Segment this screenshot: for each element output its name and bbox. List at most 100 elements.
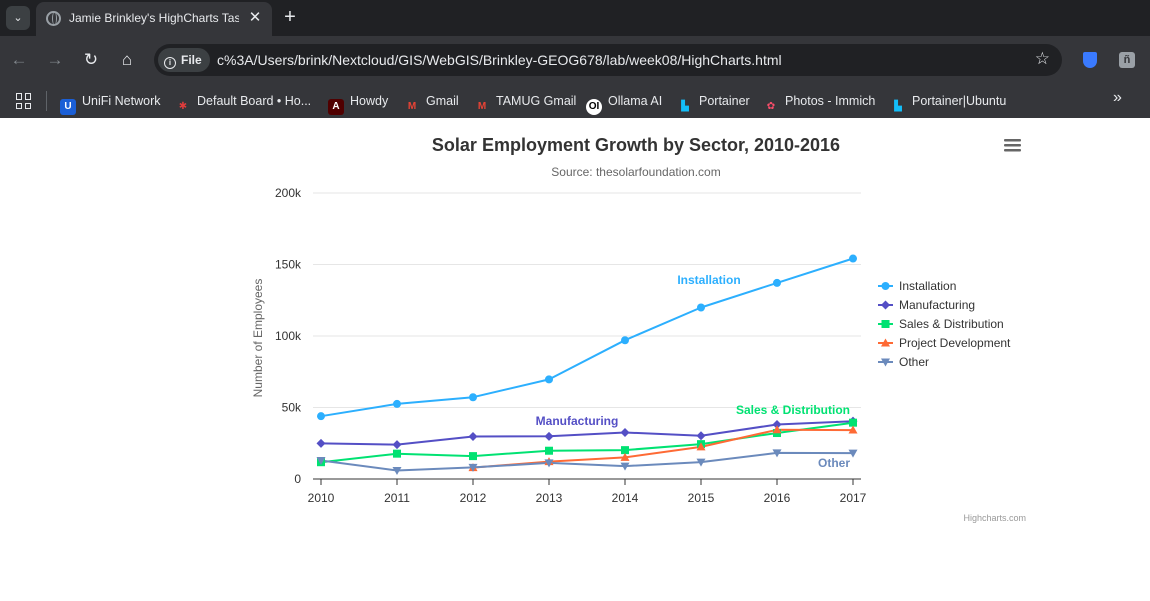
tab-search-button[interactable]: ⌄ [6, 6, 30, 30]
site-info-chip[interactable]: i File [158, 48, 210, 72]
data-point [316, 457, 326, 466]
y-tick-label: 100k [275, 329, 302, 343]
bookmark-item[interactable]: ✱ Default Board • Ho... [175, 90, 311, 112]
y-tick-label: 50k [282, 401, 302, 415]
data-point [773, 278, 781, 287]
series-lines [320, 257, 854, 472]
ollama-icon: OI [586, 99, 602, 115]
legend-label: Project Development [899, 336, 1011, 350]
legend-item[interactable]: Manufacturing [878, 298, 975, 312]
bookmark-label: TAMUG Gmail [496, 94, 577, 108]
data-point [392, 466, 402, 475]
forward-button[interactable]: → [46, 50, 64, 69]
home-button[interactable]: ⌂ [121, 50, 133, 69]
y-tick-label: 0 [294, 472, 301, 486]
bookmark-item[interactable]: ▙ Portainer|Ubuntu [890, 90, 1006, 112]
x-tick-label: 2012 [460, 491, 487, 505]
active-tab[interactable]: Jamie Brinkley's HighCharts Tas ✕ [36, 2, 272, 36]
tab-title: Jamie Brinkley's HighCharts Tas [69, 11, 239, 25]
x-tick-label: 2013 [536, 491, 563, 505]
close-icon[interactable]: ✕ [248, 9, 262, 26]
data-point [468, 431, 478, 441]
url-scheme: File [181, 53, 202, 67]
x-tick-label: 2017 [840, 491, 867, 505]
bookmarks-bar: U UniFi Network ✱ Default Board • Ho... A How… [0, 84, 1150, 118]
legend-label: Installation [899, 279, 956, 293]
series-line [320, 421, 854, 464]
series-markers [316, 254, 858, 475]
x-tick-label: 2015 [688, 491, 715, 505]
bitwarden-extension-icon[interactable] [1083, 52, 1097, 68]
new-tab-button[interactable]: + [284, 6, 296, 28]
tab-strip: ⌄ Jamie Brinkley's HighCharts Tas ✕ + [0, 0, 1150, 36]
bookmark-label: Gmail [426, 94, 459, 108]
x-tick-label: 2010 [308, 491, 335, 505]
hamburger-menu-icon[interactable] [1004, 139, 1021, 152]
x-tick-label: 2016 [764, 491, 791, 505]
reload-button[interactable]: ↻ [83, 50, 99, 69]
data-point [848, 425, 858, 434]
unifi-icon: U [60, 99, 76, 115]
url-text[interactable]: c%3A/Users/brink/Nextcloud/GIS/WebGIS/Br… [217, 52, 782, 68]
series-annotation: Other [818, 456, 850, 470]
bookmark-item[interactable]: A Howdy [328, 90, 388, 115]
data-point [317, 412, 325, 421]
legend-item[interactable]: Sales & Distribution [878, 317, 1004, 331]
data-point [620, 452, 630, 461]
bookmark-item[interactable]: OI Ollama AI [586, 90, 663, 115]
data-point [696, 458, 706, 467]
bookmark-label: Portainer [699, 94, 750, 108]
apps-grid-icon[interactable] [16, 93, 32, 109]
data-point [772, 449, 782, 458]
more-bookmarks-icon[interactable]: » [1113, 89, 1122, 106]
line-chart: Solar Employment Growth by Sector, 2010-… [251, 135, 1026, 523]
y-tick-label: 200k [275, 186, 302, 200]
legend-label: Manufacturing [899, 298, 975, 312]
portainer-icon: ▙ [681, 101, 689, 112]
legend-symbol [881, 282, 890, 290]
legend-item[interactable]: Project Development [878, 336, 1011, 350]
legend-symbol [881, 338, 890, 347]
bookmark-label: Portainer|Ubuntu [912, 94, 1007, 108]
chart-subtitle: Source: thesolarfoundation.com [551, 165, 720, 179]
y-axis-label: Number of Employees [251, 279, 265, 398]
bookmark-item[interactable]: M TAMUG Gmail [474, 90, 577, 112]
legend-item[interactable]: Other [878, 355, 929, 369]
credits-link[interactable]: Highcharts.com [963, 513, 1026, 523]
browser-toolbar: ← → ↻ ⌂ i File c%3A/Users/brink/Nextcloud… [0, 36, 1150, 84]
bookmarks-divider [46, 91, 47, 111]
address-bar[interactable]: i File c%3A/Users/brink/Nextcloud/GIS/Web… [154, 44, 1062, 76]
data-point [696, 442, 706, 451]
data-point [696, 431, 706, 441]
data-point [849, 254, 857, 263]
legend-item[interactable]: Installation [878, 279, 956, 293]
data-point [849, 418, 857, 427]
chart-container: Solar Employment Growth by Sector, 2010-… [0, 118, 1150, 596]
tamu-icon: A [328, 99, 344, 115]
bookmark-star-icon[interactable]: ☆ [1034, 49, 1050, 68]
series-annotation: Sales & Distribution [736, 403, 850, 417]
gmail-icon: M [407, 101, 417, 112]
gridlines [313, 192, 861, 480]
extension-icon[interactable]: ñ [1119, 52, 1135, 68]
back-button[interactable]: ← [10, 50, 28, 69]
data-point [393, 399, 401, 408]
bookmark-label: Ollama AI [608, 94, 663, 108]
series-annotations: Installation Manufacturing Sales & Distrib… [536, 273, 851, 470]
legend-symbol [881, 320, 890, 328]
chart-title: Solar Employment Growth by Sector, 2010-… [432, 135, 840, 155]
x-axis-ticks: 2010 2011 2012 2013 2014 2015 2016 2017 [308, 479, 867, 505]
bookmark-item[interactable]: ▙ Portainer [677, 90, 750, 112]
data-point [772, 425, 782, 434]
y-axis-ticks: 0 50k 100k 150k 200k [275, 186, 302, 486]
data-point [772, 419, 782, 429]
data-point [620, 428, 630, 438]
y-tick-label: 150k [275, 258, 302, 272]
data-point [544, 431, 554, 441]
bookmark-item[interactable]: ✿ Photos - Immich [763, 90, 876, 112]
bookmark-item[interactable]: U UniFi Network [60, 90, 161, 115]
data-point [469, 452, 477, 461]
gmail-icon: M [477, 101, 487, 112]
legend-symbol [881, 300, 890, 310]
bookmark-item[interactable]: M Gmail [404, 90, 459, 112]
